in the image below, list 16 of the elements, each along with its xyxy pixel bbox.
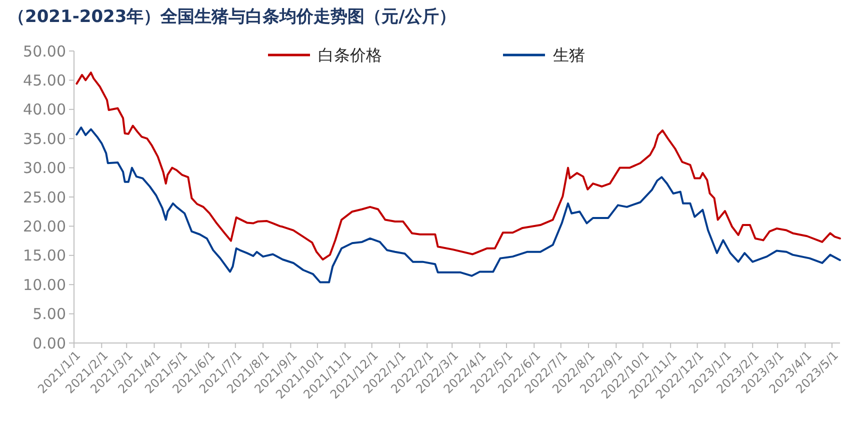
line-series <box>76 72 841 260</box>
y-tick-label: 15.00 <box>23 246 66 265</box>
y-tick-label: 0.00 <box>32 334 66 352</box>
y-tick-label: 10.00 <box>23 276 66 294</box>
y-tick-label: 20.00 <box>23 217 66 236</box>
line-series <box>76 126 841 284</box>
legend-label: 生猪 <box>553 46 585 65</box>
y-tick-label: 25.00 <box>23 188 66 206</box>
y-tick-label: 40.00 <box>23 100 66 119</box>
y-tick-label: 30.00 <box>23 159 66 178</box>
legend-label: 白条价格 <box>318 46 382 65</box>
y-tick-label: 35.00 <box>23 130 66 148</box>
y-tick-label: 45.00 <box>23 71 66 90</box>
chart-title: （2021-2023年）全国生猪与白条均价走势图（元/公斤） <box>8 7 456 27</box>
y-tick-label: 50.00 <box>23 42 66 60</box>
y-tick-label: 5.00 <box>32 305 66 324</box>
